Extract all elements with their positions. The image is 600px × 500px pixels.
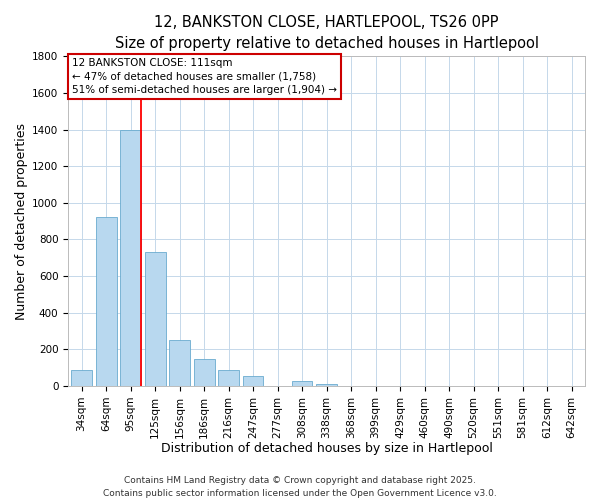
Bar: [169, 340, 190, 386]
Bar: [95, 218, 116, 386]
Bar: [145, 252, 166, 386]
X-axis label: Distribution of detached houses by size in Hartlepool: Distribution of detached houses by size …: [161, 442, 493, 455]
Bar: [120, 130, 141, 386]
Bar: [292, 382, 313, 386]
Bar: [316, 384, 337, 386]
Bar: [242, 376, 263, 386]
Title: 12, BANKSTON CLOSE, HARTLEPOOL, TS26 0PP
Size of property relative to detached h: 12, BANKSTON CLOSE, HARTLEPOOL, TS26 0PP…: [115, 15, 539, 51]
Text: 12 BANKSTON CLOSE: 111sqm
← 47% of detached houses are smaller (1,758)
51% of se: 12 BANKSTON CLOSE: 111sqm ← 47% of detac…: [72, 58, 337, 94]
Text: Contains HM Land Registry data © Crown copyright and database right 2025.
Contai: Contains HM Land Registry data © Crown c…: [103, 476, 497, 498]
Bar: [194, 360, 215, 386]
Bar: [71, 370, 92, 386]
Y-axis label: Number of detached properties: Number of detached properties: [15, 122, 28, 320]
Bar: [218, 370, 239, 386]
